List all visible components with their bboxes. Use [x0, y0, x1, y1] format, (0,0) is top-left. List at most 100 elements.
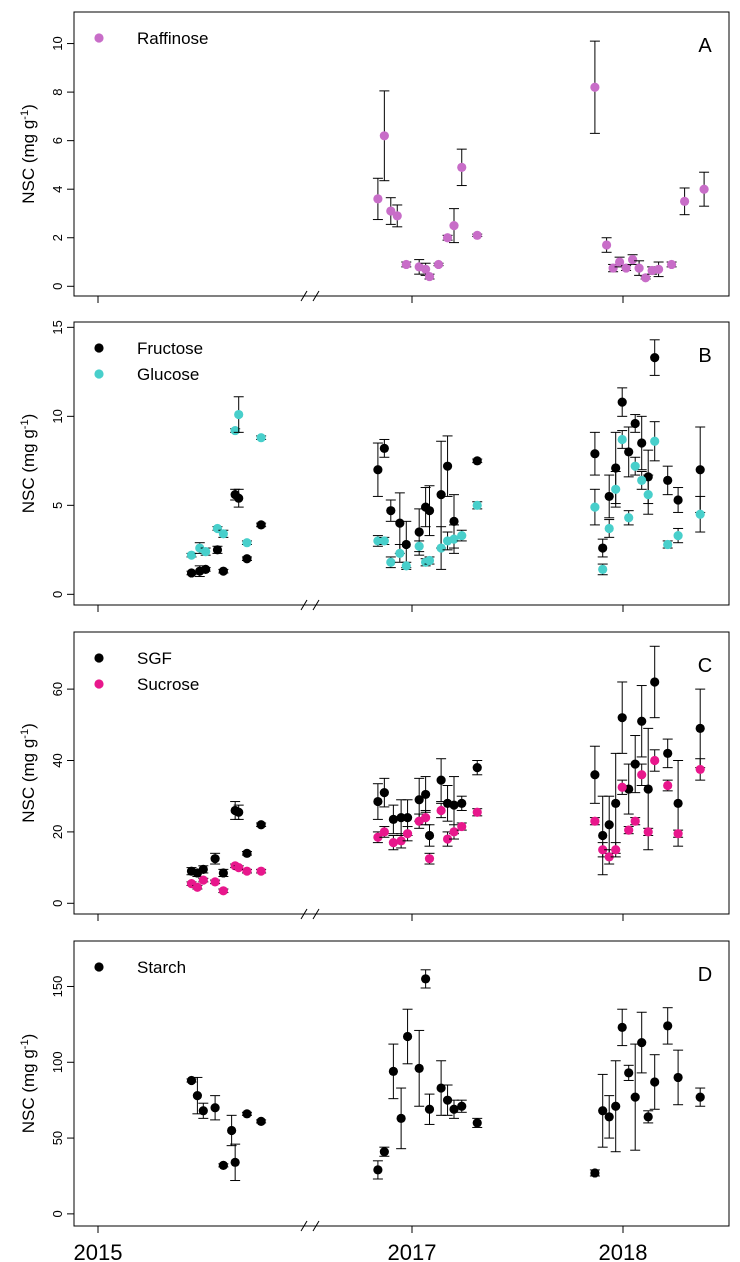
data-point: [472, 500, 482, 510]
data-point: [663, 780, 673, 791]
y-axis-label: NSC (mg g-1): [19, 1034, 38, 1134]
y-tick-label: 0: [50, 283, 65, 290]
data-point: [449, 221, 459, 231]
data-point: [472, 456, 482, 466]
data-point: [590, 449, 600, 459]
data-point: [256, 1116, 266, 1126]
series-starch: [186, 969, 706, 1182]
axis-break-mark: [300, 599, 308, 611]
axis-break-mark: [312, 908, 320, 920]
data-point: [590, 770, 600, 780]
data-point: [442, 834, 453, 844]
data-point: [630, 418, 640, 429]
legend-marker: [94, 679, 104, 689]
data-point: [695, 723, 705, 733]
data-point: [673, 495, 683, 505]
data-point: [630, 759, 640, 769]
data-point: [624, 825, 634, 835]
data-point: [650, 352, 660, 363]
x-axis-year-label: 2017: [388, 1240, 437, 1262]
data-point: [590, 816, 600, 826]
data-point: [402, 829, 413, 839]
data-point: [630, 461, 640, 471]
data-point: [598, 845, 608, 855]
series-sucrose: [186, 749, 706, 896]
data-point: [401, 561, 411, 571]
data-point: [667, 259, 677, 270]
data-point: [242, 866, 252, 876]
y-tick-label: 2: [50, 234, 65, 241]
data-point: [373, 1165, 383, 1175]
data-point: [436, 1083, 446, 1093]
data-point: [598, 830, 608, 841]
y-tick-label: 4: [50, 186, 65, 193]
data-point: [641, 273, 651, 283]
data-point: [643, 784, 653, 794]
data-point: [395, 518, 405, 528]
data-point: [449, 516, 459, 526]
axis-break-mark: [312, 599, 320, 611]
data-point: [673, 798, 683, 808]
data-point: [637, 716, 647, 726]
data-point: [663, 1021, 673, 1031]
x-axis-year-label: 2018: [599, 1240, 648, 1262]
legend-label: SGF: [137, 649, 172, 668]
data-point: [590, 502, 600, 512]
data-point: [457, 821, 467, 832]
y-tick-label: 150: [50, 976, 65, 998]
data-point: [230, 1157, 240, 1167]
data-point: [373, 194, 383, 204]
data-point: [630, 816, 640, 826]
data-point: [436, 775, 446, 785]
data-point: [198, 1106, 208, 1116]
data-point: [414, 527, 424, 537]
data-point: [442, 461, 453, 471]
data-point: [401, 539, 411, 550]
data-point: [602, 240, 612, 250]
data-point: [210, 877, 220, 887]
y-axis-label-exponent: -1: [19, 110, 31, 120]
axis-break-mark: [300, 908, 308, 920]
data-point: [604, 852, 614, 862]
data-point: [386, 506, 396, 516]
data-point: [227, 1125, 237, 1136]
data-point: [379, 827, 389, 837]
y-axis-label-exponent: -1: [19, 419, 31, 429]
data-point: [624, 447, 634, 457]
data-point: [673, 1072, 683, 1083]
y-tick-label: 0: [50, 591, 65, 598]
y-tick-label: 10: [50, 36, 65, 50]
data-point: [234, 493, 244, 503]
data-point: [242, 554, 252, 564]
data-point: [449, 534, 459, 544]
legend-label: Raffinose: [137, 29, 209, 48]
data-point: [186, 1075, 197, 1086]
data-point: [201, 547, 211, 557]
data-point: [615, 257, 625, 267]
data-point: [650, 436, 660, 446]
panel-c: 0 20 40 60 NSC (mg g-1) C SGF Sucrose: [19, 631, 730, 921]
data-point: [611, 1101, 621, 1111]
data-point: [472, 1118, 482, 1128]
data-point: [414, 541, 424, 551]
data-point: [699, 184, 709, 194]
data-point: [234, 807, 244, 817]
data-point: [402, 1031, 413, 1042]
data-point: [457, 1101, 467, 1111]
y-tick-label: 100: [50, 1051, 65, 1073]
data-point: [424, 830, 435, 841]
data-point: [379, 536, 389, 546]
y-axis-label: NSC (mg g-1): [19, 104, 38, 204]
data-point: [198, 875, 208, 885]
data-point: [256, 433, 266, 443]
data-point: [186, 550, 197, 560]
series-glucose: [186, 396, 706, 576]
data-point: [611, 845, 621, 855]
data-point: [680, 196, 690, 206]
y-tick-label: 0: [50, 900, 65, 907]
data-point: [414, 1063, 424, 1073]
data-point: [663, 748, 673, 758]
data-point: [192, 1091, 202, 1101]
data-point: [210, 1103, 220, 1113]
data-point: [695, 509, 705, 519]
